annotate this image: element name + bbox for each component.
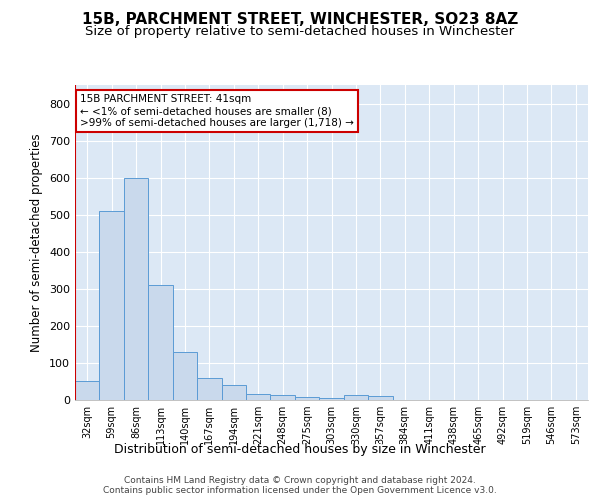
Text: 15B, PARCHMENT STREET, WINCHESTER, SO23 8AZ: 15B, PARCHMENT STREET, WINCHESTER, SO23 … bbox=[82, 12, 518, 28]
Text: Contains HM Land Registry data © Crown copyright and database right 2024.
Contai: Contains HM Land Registry data © Crown c… bbox=[103, 476, 497, 495]
Bar bbox=[124, 178, 148, 400]
Text: 15B PARCHMENT STREET: 41sqm
← <1% of semi-detached houses are smaller (8)
>99% o: 15B PARCHMENT STREET: 41sqm ← <1% of sem… bbox=[80, 94, 354, 128]
Text: Distribution of semi-detached houses by size in Winchester: Distribution of semi-detached houses by … bbox=[114, 442, 486, 456]
Bar bbox=[271, 395, 295, 400]
Text: Size of property relative to semi-detached houses in Winchester: Size of property relative to semi-detach… bbox=[85, 25, 515, 38]
Bar bbox=[319, 398, 344, 400]
Bar bbox=[295, 397, 319, 400]
Bar bbox=[148, 285, 173, 400]
Bar bbox=[246, 394, 271, 400]
Bar bbox=[75, 382, 100, 400]
Bar bbox=[368, 396, 392, 400]
Y-axis label: Number of semi-detached properties: Number of semi-detached properties bbox=[31, 133, 43, 352]
Bar bbox=[344, 395, 368, 400]
Bar bbox=[221, 385, 246, 400]
Bar bbox=[197, 378, 221, 400]
Bar bbox=[173, 352, 197, 400]
Bar bbox=[100, 211, 124, 400]
